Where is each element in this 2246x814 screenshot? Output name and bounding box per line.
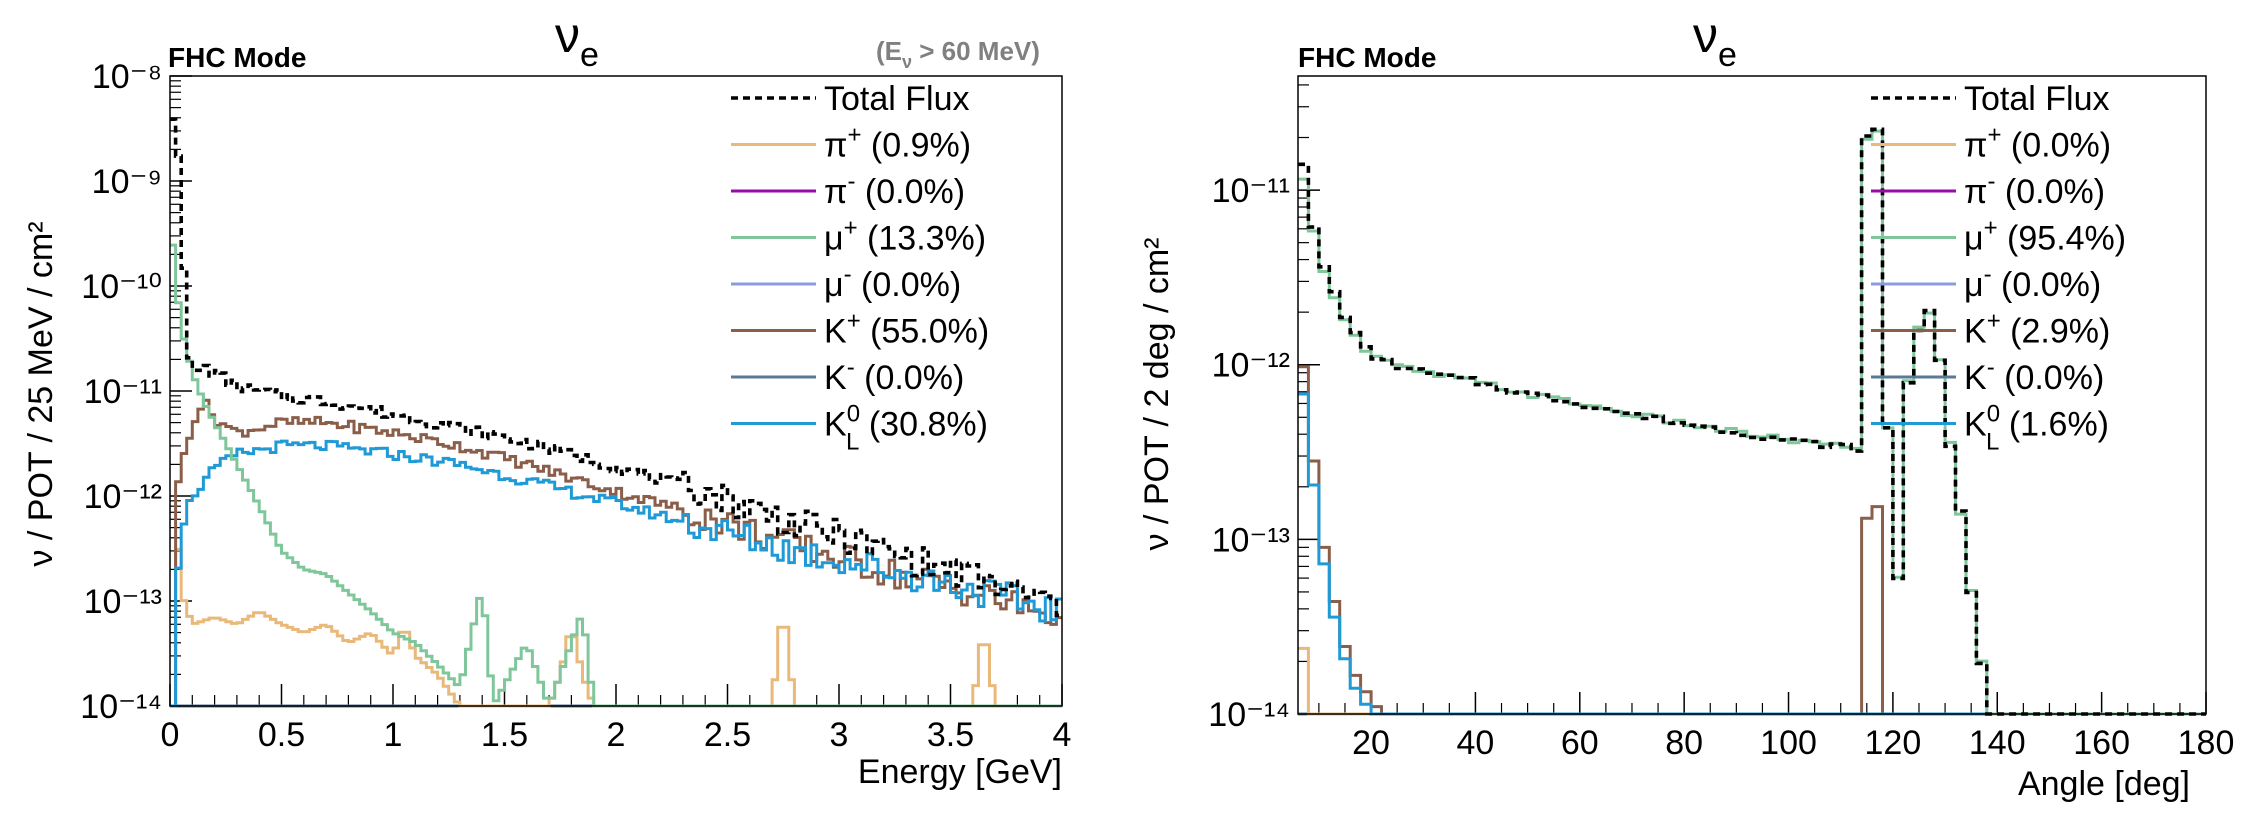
y-tick-label: 10⁻¹⁴ [1208, 696, 1290, 734]
legend-label-mu_minus: μ- (0.0%) [824, 261, 961, 304]
x-tick-label: 3 [830, 716, 849, 754]
legend-label-k_minus: K- (0.0%) [1964, 354, 2104, 397]
legend-label-mu_plus: μ+ (13.3%) [824, 215, 986, 258]
x-axis-label-energy: Energy [GeV] [858, 753, 1062, 791]
x-tick-label: 3.5 [927, 716, 974, 754]
energy-cut-label: (Eν > 60 MeV) [876, 36, 1040, 72]
x-tick-label: 40 [1457, 724, 1495, 762]
x-tick-label: 2.5 [704, 716, 751, 754]
plot-frame-angle [1297, 75, 2207, 715]
legend-label-mu_minus: μ- (0.0%) [1964, 261, 2101, 304]
x-tick-label: 140 [1969, 724, 2026, 762]
series-pi_plus [1298, 646, 2206, 716]
mode-label-energy: FHC Mode [168, 42, 306, 73]
y-tick-label: 10⁻¹³ [84, 583, 162, 621]
x-tick-label: 2 [607, 716, 626, 754]
chart-title-energy: νe [555, 7, 599, 74]
x-tick-label: 4 [1053, 716, 1072, 754]
x-tick-label: 1.5 [481, 716, 528, 754]
y-tick-label: 10⁻¹² [84, 478, 162, 516]
y-tick-label: 10⁻¹² [1212, 347, 1290, 385]
series-total [1298, 127, 2206, 716]
legend-label-kl0: K0 L (1.6%) [1964, 401, 2109, 456]
legend-label-total: Total Flux [824, 80, 970, 118]
y-tick-label: 10⁻¹¹ [84, 373, 162, 411]
mode-label-angle: FHC Mode [1298, 42, 1436, 73]
y-tick-label: 10⁻⁸ [92, 58, 162, 96]
legend-label-kl0: K0 L (30.8%) [824, 401, 988, 456]
x-tick-label: 180 [2178, 724, 2235, 762]
y-tick-label: 10⁻⁹ [92, 163, 162, 201]
x-tick-label: 160 [2073, 724, 2130, 762]
legend-label-total: Total Flux [1964, 80, 2110, 118]
chart-title-angle: νe [1693, 7, 1737, 74]
legend-label-pi_minus: π- (0.0%) [824, 168, 965, 211]
y-tick-label: 10⁻¹³ [1212, 521, 1290, 559]
x-tick-label: 100 [1760, 724, 1817, 762]
legend-label-pi_plus: π+ (0.0%) [1964, 122, 2111, 165]
x-tick-label: 60 [1561, 724, 1599, 762]
legend-label-k_plus: K+ (55.0%) [824, 308, 989, 351]
series-mu_plus [1298, 129, 2206, 716]
energy-flux-panel: FHC Mode νe (Eν > 60 MeV) 0 0.5 1 1.5 2 2.5 3 3… [22, 7, 1071, 791]
y-axis-label-angle: ν / POT / 2 deg / cm² [1138, 237, 1176, 550]
legend-label-pi_minus: π- (0.0%) [1964, 168, 2105, 211]
legend-label-mu_plus: μ+ (95.4%) [1964, 215, 2126, 258]
x-tick-label: 0 [161, 716, 180, 754]
legend-label-k_minus: K- (0.0%) [824, 354, 964, 397]
x-tick-label: 0.5 [258, 716, 305, 754]
x-tick-label: 20 [1352, 724, 1390, 762]
x-tick-label: 120 [1865, 724, 1922, 762]
series-kl0 [170, 439, 1062, 708]
y-tick-label: 10⁻¹⁰ [81, 268, 162, 306]
x-tick-label: 80 [1665, 724, 1703, 762]
x-axis-label-angle: Angle [deg] [2018, 765, 2190, 803]
y-tick-label: 10⁻¹¹ [1212, 172, 1290, 210]
legend-label-pi_plus: π+ (0.9%) [824, 122, 971, 165]
angle-flux-panel: FHC Mode νe 20 40 60 80 100 120 140 160 180 10⁻¹⁴… [1138, 7, 2234, 803]
series-total [170, 117, 1062, 618]
y-tick-label: 10⁻¹⁴ [80, 688, 162, 726]
y-axis-label-energy: ν / POT / 25 MeV / cm² [22, 221, 60, 566]
plot-frame-energy [169, 75, 1063, 707]
legend-label-k_plus: K+ (2.9%) [1964, 308, 2110, 351]
x-tick-label: 1 [384, 716, 403, 754]
